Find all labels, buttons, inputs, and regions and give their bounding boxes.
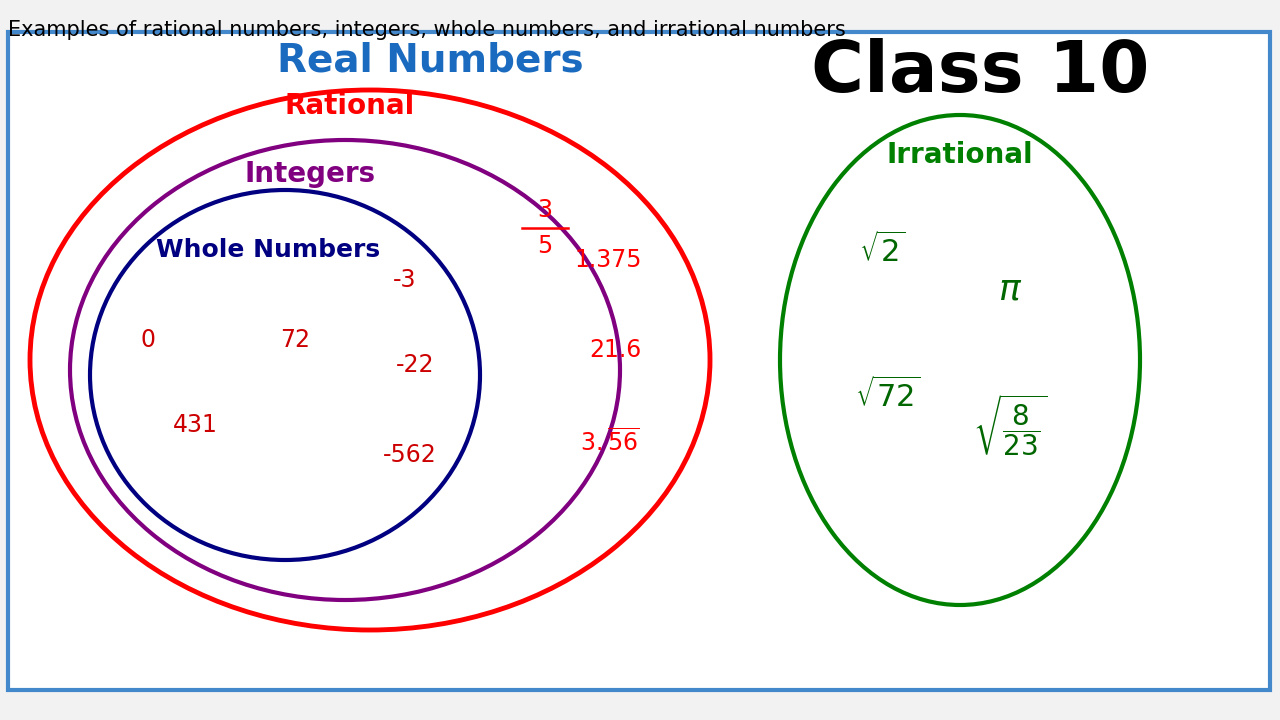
Text: $\sqrt{2}$: $\sqrt{2}$ [859,232,905,268]
Ellipse shape [70,140,620,600]
FancyBboxPatch shape [8,32,1270,690]
Text: 5: 5 [538,234,553,258]
Text: Real Numbers: Real Numbers [276,42,584,80]
Ellipse shape [780,115,1140,605]
Text: 0: 0 [141,328,155,352]
Text: $\sqrt{\dfrac{8}{23}}$: $\sqrt{\dfrac{8}{23}}$ [973,392,1047,458]
Ellipse shape [90,190,480,560]
Text: $3.\overline{56}$: $3.\overline{56}$ [580,428,640,456]
Text: 1.375: 1.375 [575,248,641,272]
Text: Irrational: Irrational [887,141,1033,169]
Text: $\pi$: $\pi$ [998,273,1023,307]
Text: $\sqrt{72}$: $\sqrt{72}$ [855,377,920,413]
Text: Rational: Rational [285,92,415,120]
Text: -562: -562 [383,443,436,467]
Text: Examples of rational numbers, integers, whole numbers, and irrational numbers: Examples of rational numbers, integers, … [8,20,846,40]
Text: 3: 3 [538,198,553,222]
Text: 21.6: 21.6 [589,338,641,362]
Text: -22: -22 [396,353,434,377]
Text: 72: 72 [280,328,310,352]
Text: 431: 431 [173,413,218,437]
Text: Whole Numbers: Whole Numbers [156,238,380,262]
Text: Class 10: Class 10 [810,38,1149,107]
Text: -3: -3 [393,268,417,292]
Ellipse shape [29,90,710,630]
Text: Integers: Integers [244,160,375,188]
